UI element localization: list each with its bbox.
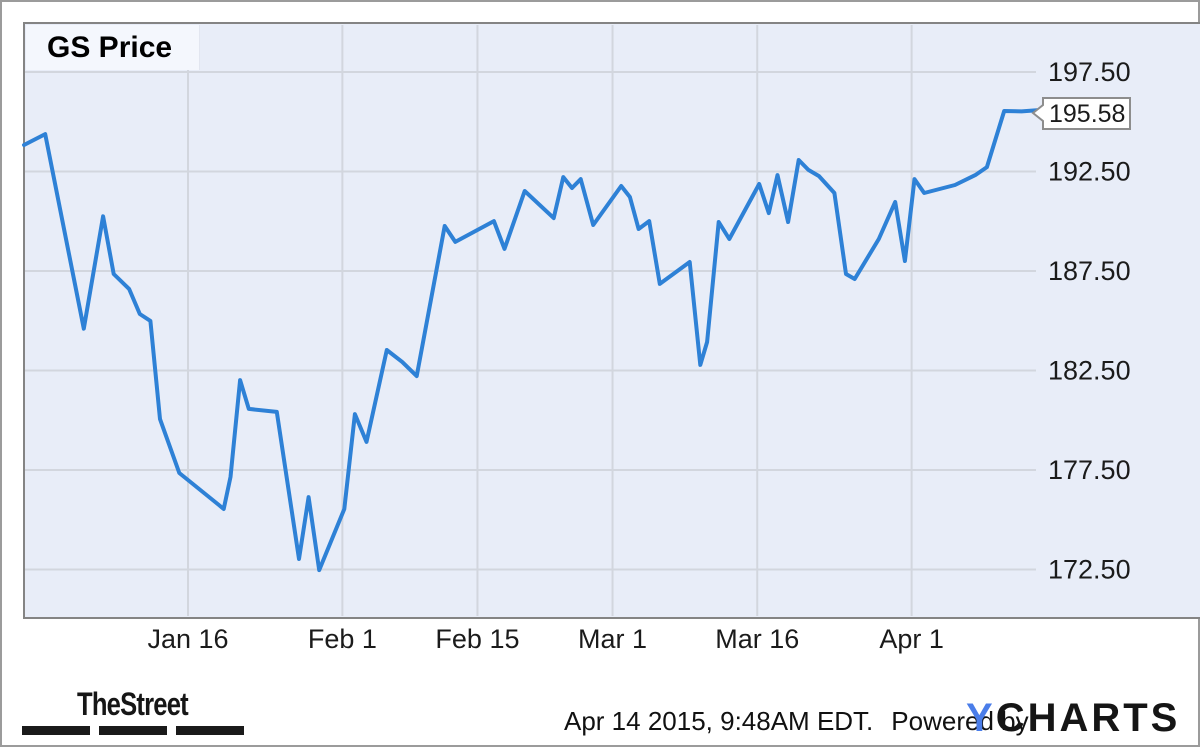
logo-bar bbox=[22, 726, 90, 735]
chart-title: GS Price bbox=[26, 25, 200, 70]
logo-bar bbox=[99, 726, 167, 735]
x-axis-tick-label: Mar 16 bbox=[715, 624, 799, 654]
x-axis-tick-label: Feb 15 bbox=[435, 624, 519, 654]
price-chart: Jan 16 Feb 1 Feb 15 Mar 1 Mar 16 Apr 1 197.50 1… bbox=[22, 22, 1200, 654]
thestreet-logo-bars bbox=[22, 726, 282, 735]
last-price-callout bbox=[1031, 97, 1131, 130]
y-axis-tick-label: 177.50 bbox=[1048, 455, 1131, 485]
logo-bar bbox=[176, 726, 244, 735]
timestamp-text: Apr 14 2015, 9:48AM EDT. bbox=[564, 706, 874, 736]
powered-by-text: Powered by bbox=[891, 706, 1029, 736]
x-axis-tick-label: Jan 16 bbox=[147, 624, 228, 654]
y-axis-tick-label: 197.50 bbox=[1048, 57, 1131, 87]
x-axis-tick-label: Mar 1 bbox=[578, 624, 647, 654]
chart-timestamp: Apr 14 2015, 9:48AM EDT. Powered by bbox=[564, 706, 1029, 737]
y-axis-tick-label: 192.50 bbox=[1048, 157, 1131, 187]
thestreet-logo-text: TheStreet bbox=[77, 686, 189, 722]
ycharts-logo-y: Y bbox=[966, 696, 996, 740]
x-axis-tick-label: Apr 1 bbox=[879, 624, 944, 654]
y-axis-tick-label: 172.50 bbox=[1048, 555, 1131, 585]
price-line bbox=[22, 108, 1039, 573]
last-price-value: 195.58 bbox=[1049, 100, 1125, 128]
ycharts-logo-rest: CHARTS bbox=[995, 696, 1181, 740]
y-axis-tick-label: 182.50 bbox=[1048, 356, 1131, 386]
y-axis-tick-label: 187.50 bbox=[1048, 256, 1131, 286]
thestreet-logo: TheStreet bbox=[22, 688, 282, 735]
x-axis-tick-label: Feb 1 bbox=[308, 624, 377, 654]
ycharts-logo: YCHARTS bbox=[966, 696, 1180, 741]
